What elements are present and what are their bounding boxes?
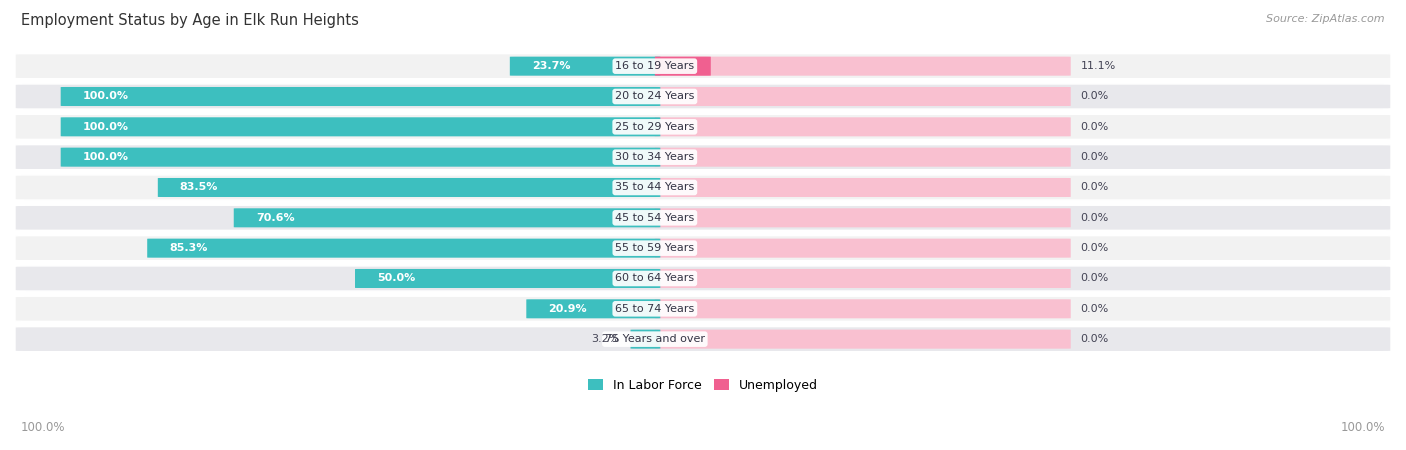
FancyBboxPatch shape <box>60 117 661 136</box>
Text: 100.0%: 100.0% <box>83 91 129 102</box>
FancyBboxPatch shape <box>630 329 661 349</box>
Text: 23.7%: 23.7% <box>531 61 571 71</box>
Text: Employment Status by Age in Elk Run Heights: Employment Status by Age in Elk Run Heig… <box>21 14 359 28</box>
FancyBboxPatch shape <box>655 57 1071 76</box>
Text: 0.0%: 0.0% <box>1080 274 1108 284</box>
FancyBboxPatch shape <box>148 238 661 258</box>
Legend: In Labor Force, Unemployed: In Labor Force, Unemployed <box>583 374 823 396</box>
FancyBboxPatch shape <box>15 296 1391 321</box>
FancyBboxPatch shape <box>15 205 1391 230</box>
FancyBboxPatch shape <box>60 87 661 106</box>
FancyBboxPatch shape <box>354 269 661 288</box>
Text: 0.0%: 0.0% <box>1080 213 1108 223</box>
FancyBboxPatch shape <box>655 329 1071 349</box>
FancyBboxPatch shape <box>655 148 1071 166</box>
FancyBboxPatch shape <box>15 54 1391 79</box>
Text: 0.0%: 0.0% <box>1080 304 1108 314</box>
Text: 20.9%: 20.9% <box>548 304 586 314</box>
FancyBboxPatch shape <box>655 117 1071 136</box>
Text: 0.0%: 0.0% <box>1080 152 1108 162</box>
FancyBboxPatch shape <box>655 87 1071 106</box>
Text: 100.0%: 100.0% <box>21 421 66 434</box>
Text: 50.0%: 50.0% <box>377 274 415 284</box>
Text: 3.2%: 3.2% <box>591 334 620 344</box>
Text: 35 to 44 Years: 35 to 44 Years <box>616 183 695 193</box>
FancyBboxPatch shape <box>655 238 1071 258</box>
Text: 30 to 34 Years: 30 to 34 Years <box>616 152 695 162</box>
FancyBboxPatch shape <box>15 236 1391 261</box>
FancyBboxPatch shape <box>233 208 661 227</box>
Text: Source: ZipAtlas.com: Source: ZipAtlas.com <box>1267 14 1385 23</box>
Text: 0.0%: 0.0% <box>1080 183 1108 193</box>
Text: 75 Years and over: 75 Years and over <box>605 334 704 344</box>
Text: 85.3%: 85.3% <box>169 243 208 253</box>
FancyBboxPatch shape <box>655 178 1071 197</box>
Text: 65 to 74 Years: 65 to 74 Years <box>616 304 695 314</box>
Text: 16 to 19 Years: 16 to 19 Years <box>616 61 695 71</box>
Text: 0.0%: 0.0% <box>1080 334 1108 344</box>
Text: 83.5%: 83.5% <box>180 183 218 193</box>
Text: 0.0%: 0.0% <box>1080 122 1108 132</box>
Text: 20 to 24 Years: 20 to 24 Years <box>616 91 695 102</box>
FancyBboxPatch shape <box>655 208 1071 227</box>
FancyBboxPatch shape <box>15 144 1391 170</box>
FancyBboxPatch shape <box>15 327 1391 351</box>
Text: 100.0%: 100.0% <box>1340 421 1385 434</box>
Text: 45 to 54 Years: 45 to 54 Years <box>616 213 695 223</box>
FancyBboxPatch shape <box>15 84 1391 109</box>
FancyBboxPatch shape <box>60 148 661 166</box>
Text: 0.0%: 0.0% <box>1080 243 1108 253</box>
Text: 55 to 59 Years: 55 to 59 Years <box>616 243 695 253</box>
FancyBboxPatch shape <box>655 57 711 76</box>
Text: 60 to 64 Years: 60 to 64 Years <box>616 274 695 284</box>
FancyBboxPatch shape <box>655 299 1071 318</box>
FancyBboxPatch shape <box>526 299 661 318</box>
Text: 11.1%: 11.1% <box>1080 61 1115 71</box>
Text: 100.0%: 100.0% <box>83 152 129 162</box>
Text: 25 to 29 Years: 25 to 29 Years <box>616 122 695 132</box>
FancyBboxPatch shape <box>510 57 661 76</box>
Text: 0.0%: 0.0% <box>1080 91 1108 102</box>
FancyBboxPatch shape <box>15 114 1391 140</box>
Text: 70.6%: 70.6% <box>256 213 294 223</box>
Text: 100.0%: 100.0% <box>83 122 129 132</box>
FancyBboxPatch shape <box>15 266 1391 291</box>
FancyBboxPatch shape <box>157 178 661 197</box>
FancyBboxPatch shape <box>655 269 1071 288</box>
FancyBboxPatch shape <box>15 175 1391 200</box>
